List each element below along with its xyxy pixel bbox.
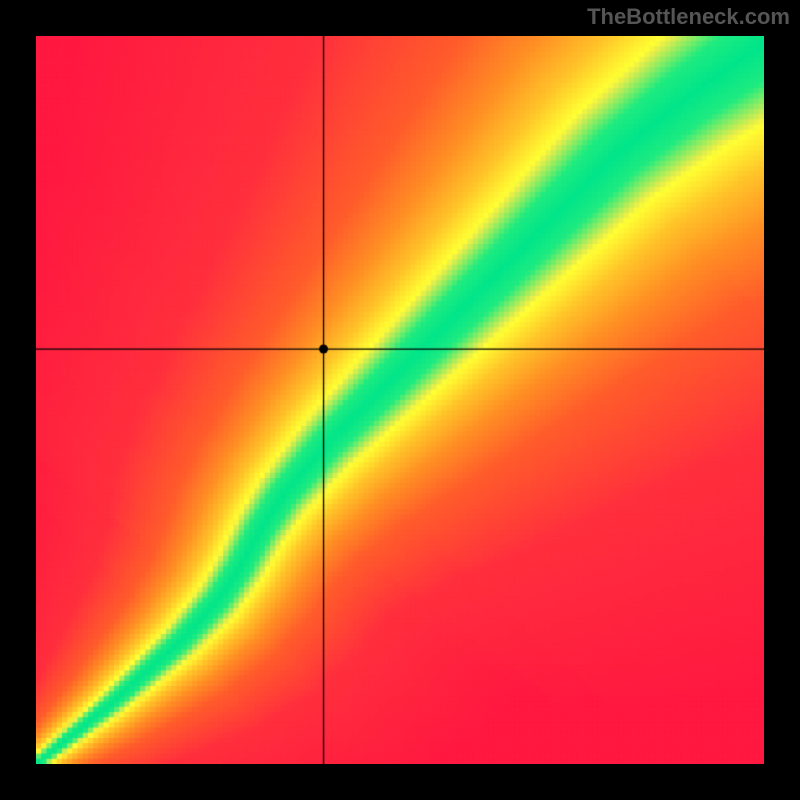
watermark-text: TheBottleneck.com bbox=[587, 4, 790, 30]
chart-container: TheBottleneck.com bbox=[0, 0, 800, 800]
plot-area bbox=[36, 36, 764, 764]
heatmap-canvas bbox=[36, 36, 764, 764]
